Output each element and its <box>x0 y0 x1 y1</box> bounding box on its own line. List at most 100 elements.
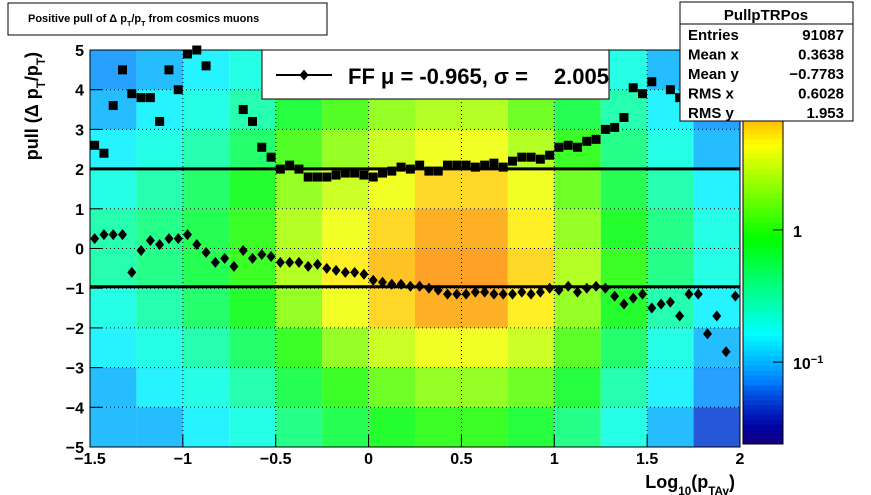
diamond-marker <box>665 296 675 308</box>
square-marker <box>396 162 406 172</box>
colorbar-step <box>743 419 783 425</box>
square-marker <box>387 166 397 176</box>
legend-label: FF <box>348 64 375 89</box>
heat-cell <box>275 288 323 328</box>
heat-cell <box>507 169 555 209</box>
diamond-marker <box>415 280 425 292</box>
diamond-marker <box>489 288 499 300</box>
colorbar-step <box>743 375 783 381</box>
colorbar-step <box>743 384 783 391</box>
heat-cell <box>136 248 183 289</box>
square-marker <box>303 172 313 182</box>
y-axis-label-part: pull (Δ p <box>22 88 42 160</box>
diamond-marker <box>721 346 731 358</box>
square-marker <box>285 160 295 170</box>
heat-cell <box>554 407 601 447</box>
heat-cell <box>90 407 137 447</box>
diamond-marker <box>285 256 295 268</box>
y-tick-label: 2 <box>75 162 84 179</box>
x-axis-label-part: 10 <box>678 485 692 495</box>
heat-cell <box>554 327 601 368</box>
colorbar-step <box>743 296 783 302</box>
heat-cell <box>136 288 183 328</box>
square-marker <box>378 168 387 178</box>
square-marker <box>118 65 127 75</box>
square-marker <box>573 142 582 152</box>
square-marker <box>638 89 647 99</box>
diamond-marker <box>405 280 415 292</box>
colorbar-step <box>743 118 783 125</box>
chart-title: Positive pull of Δ pT/pT from cosmics mu… <box>28 13 259 28</box>
diamond-marker <box>730 290 740 302</box>
stats-name: Mean x <box>688 47 740 64</box>
stats-value: 0.6028 <box>798 86 844 103</box>
diamond-marker <box>303 260 313 272</box>
heat-cell <box>275 407 323 447</box>
z-tick-label: 10−1 <box>793 354 823 373</box>
square-marker <box>173 85 183 95</box>
diamond-marker <box>266 250 276 262</box>
colorbar-step <box>743 163 783 169</box>
heat-cell <box>136 407 183 447</box>
colorbar-step <box>743 251 783 258</box>
y-tick-label: −3 <box>66 361 84 378</box>
diamond-marker <box>470 286 480 298</box>
colorbar-step <box>743 434 783 440</box>
square-marker <box>443 160 452 170</box>
diamond-marker <box>638 288 647 300</box>
square-marker <box>563 140 573 150</box>
colorbar-step <box>743 261 783 268</box>
heat-cell <box>229 407 276 447</box>
colorbar-step <box>743 345 783 351</box>
square-marker <box>452 160 462 170</box>
y-tick-label: 0 <box>75 242 84 259</box>
chart-title-part: Positive pull of Δ p <box>28 13 127 25</box>
y-tick-label: −4 <box>66 400 84 417</box>
heat-cell <box>600 327 648 368</box>
colorbar-step <box>743 389 783 396</box>
x-tick-label: −1.5 <box>74 451 106 468</box>
heat-cell <box>461 169 508 209</box>
square-marker <box>257 142 267 152</box>
heat-cell <box>693 169 740 209</box>
colorbar-step <box>743 355 783 361</box>
diamond-marker <box>480 286 490 298</box>
heat-cell <box>600 129 648 170</box>
colorbar-step <box>743 301 783 307</box>
heat-cell <box>647 248 694 289</box>
square-marker <box>90 140 100 150</box>
square-marker <box>526 152 536 162</box>
heat-cell <box>415 208 462 249</box>
heat-cell <box>507 407 555 447</box>
x-axis-label-part: Log <box>645 472 678 492</box>
colorbar-step <box>743 222 783 228</box>
square-marker <box>489 158 499 168</box>
x-tick-label: 2 <box>736 451 745 468</box>
heat-cell <box>229 208 276 249</box>
heat-cell <box>461 208 508 249</box>
diamond-marker <box>275 256 285 268</box>
square-marker <box>340 168 350 178</box>
heat-cell <box>229 169 276 209</box>
x-axis-label-part: ) <box>729 472 735 492</box>
colorbar-step <box>743 320 783 327</box>
square-marker <box>424 166 434 176</box>
diamond-marker <box>99 229 109 241</box>
heat-cell <box>136 367 183 408</box>
heat-cell <box>693 367 740 408</box>
x-tick-label: 0.5 <box>450 451 472 468</box>
square-marker <box>461 160 471 170</box>
heat-cell <box>182 327 230 368</box>
heat-cell <box>647 169 694 209</box>
square-marker <box>294 164 304 174</box>
heat-cell <box>647 327 694 368</box>
diamond-marker <box>340 266 350 278</box>
square-marker <box>322 172 332 182</box>
diamond-marker <box>693 288 703 300</box>
square-marker <box>433 166 443 176</box>
square-marker <box>405 164 415 174</box>
square-marker <box>201 61 211 71</box>
diamond-marker <box>229 260 239 272</box>
heat-cell <box>461 367 508 408</box>
diamond-marker <box>201 246 211 258</box>
